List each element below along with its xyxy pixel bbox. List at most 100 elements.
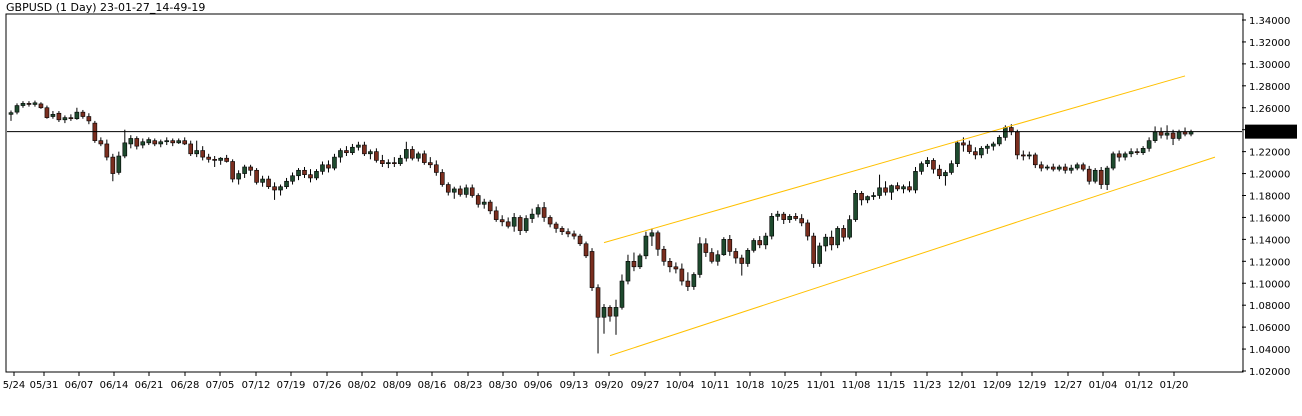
candle-body: [398, 157, 403, 164]
candle-body: [1134, 151, 1140, 154]
candle-body: [763, 235, 769, 246]
current-price-tag-bg: [1245, 124, 1297, 139]
candle-body: [883, 187, 888, 193]
candle-body: [1044, 166, 1050, 169]
candle-body: [218, 157, 223, 161]
candle-body: [481, 201, 487, 205]
candle-body: [296, 169, 301, 177]
candle-body: [775, 213, 781, 217]
candle-body: [493, 210, 499, 220]
candle-body: [841, 228, 846, 238]
candle-body: [26, 103, 32, 105]
candle-body: [499, 219, 505, 223]
x-tick-label: 11/01: [807, 380, 836, 391]
candle-body: [212, 159, 217, 161]
candle-body: [535, 207, 541, 215]
candle-body: [236, 173, 241, 180]
candle-body: [973, 151, 978, 156]
candle-body: [487, 201, 493, 212]
candle-body: [68, 117, 74, 120]
candle-body: [1140, 148, 1146, 154]
candle-body: [853, 193, 858, 220]
upper-channel-line: [603, 75, 1186, 244]
candle-body: [1062, 166, 1068, 171]
candle-body: [110, 156, 116, 174]
candle-body: [559, 228, 565, 232]
candle-body: [1098, 169, 1104, 185]
y-tick-label: 1.34000: [1249, 16, 1290, 27]
candle-body: [284, 180, 289, 188]
candle-body: [541, 207, 547, 218]
candle-body: [272, 186, 277, 191]
candle-body: [451, 188, 457, 193]
y-tick-label: 1.22000: [1249, 148, 1290, 159]
candle-body: [967, 144, 972, 152]
x-tick-label: 09/06: [524, 380, 553, 391]
candle-body: [260, 178, 265, 183]
candle-body: [805, 222, 810, 237]
candle-body: [529, 213, 535, 219]
candle-body: [326, 164, 331, 169]
candle-body: [206, 156, 211, 160]
candle-body: [248, 166, 253, 171]
candle-body: [727, 239, 733, 252]
candle-body: [1056, 166, 1062, 170]
candle-body: [38, 103, 44, 109]
candle-body: [386, 162, 391, 164]
candle-body: [667, 261, 673, 268]
candle-body: [595, 287, 601, 318]
candle-body: [949, 163, 954, 173]
x-tick-label: 12/01: [948, 380, 977, 391]
candle-body: [44, 107, 50, 118]
x-tick-label: 06/28: [171, 380, 200, 391]
candle-body: [799, 218, 804, 224]
candle-body: [889, 185, 894, 193]
candle-body: [817, 245, 822, 264]
candle-body: [985, 145, 990, 149]
candle-body: [308, 174, 313, 179]
candle-body: [823, 236, 828, 247]
candle-body: [32, 102, 38, 105]
candle-body: [98, 140, 104, 145]
candle-body: [919, 163, 924, 172]
candle-body: [380, 160, 385, 164]
candle-body: [439, 172, 445, 185]
candle-body: [445, 184, 451, 193]
candle-body: [757, 240, 763, 246]
x-tick-label: 12/19: [1018, 380, 1047, 391]
candle-body: [793, 216, 798, 219]
candle-body: [8, 112, 14, 115]
x-tick-label: 10/04: [666, 380, 695, 391]
candle-body: [577, 235, 583, 245]
chart-title: GBPUSD (1 Day) 23-01-27_14-49-19: [6, 1, 206, 14]
y-tick-label: 1.26000: [1249, 104, 1290, 115]
candle-body: [194, 150, 199, 155]
x-tick-label: 01/04: [1089, 380, 1118, 391]
candle-body: [116, 155, 122, 173]
x-tick-label: 11/23: [913, 380, 942, 391]
candle-body: [685, 280, 691, 287]
candle-body: [1015, 131, 1020, 156]
y-tick-label: 1.10000: [1249, 279, 1290, 290]
x-tick-label: 07/26: [313, 380, 342, 391]
candle-body: [1086, 168, 1092, 182]
channel-lines: [603, 75, 1216, 357]
candle-body: [356, 144, 361, 148]
candle-body: [140, 141, 146, 146]
candle-body: [188, 143, 193, 155]
candle-body: [571, 233, 577, 237]
candle-body: [1122, 153, 1128, 158]
candle-body: [937, 168, 942, 177]
candle-body: [56, 112, 62, 121]
candle-body: [643, 235, 649, 257]
candle-body: [589, 251, 595, 288]
candle-body: [901, 186, 906, 190]
candle-body: [895, 185, 900, 190]
candle-body: [1003, 127, 1008, 138]
candle-body: [655, 232, 661, 250]
candle-body: [661, 248, 667, 262]
candle-body: [523, 218, 529, 231]
x-tick-label: 08/02: [348, 380, 377, 391]
candle-body: [811, 235, 816, 264]
